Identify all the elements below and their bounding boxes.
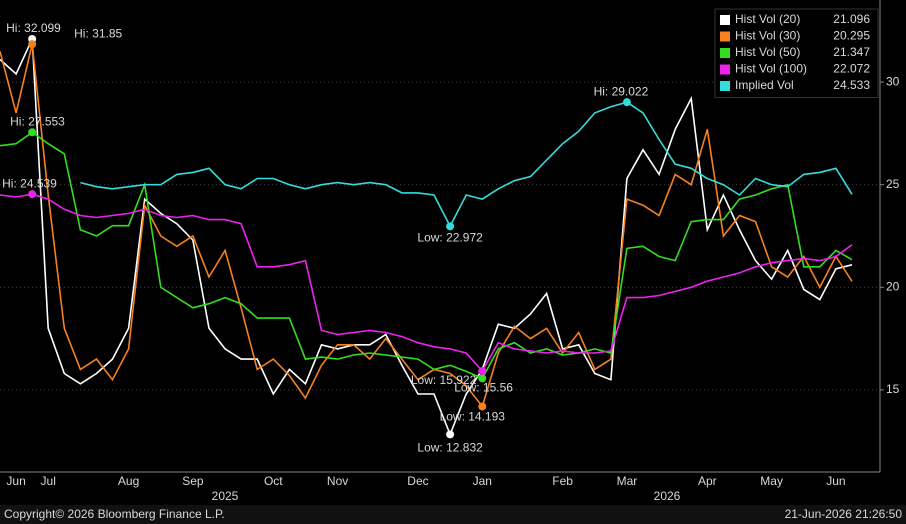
annotation-marker (28, 190, 37, 199)
annotation-label: Hi: 24.539 (2, 176, 57, 190)
x-tick-label: Apr (698, 474, 717, 488)
legend-box (714, 8, 879, 98)
footer-right: 21-Jun-2026 21:26:50 (785, 507, 903, 521)
legend-label: Implied Vol (735, 78, 794, 92)
legend-value: 24.533 (833, 78, 870, 92)
series-line (0, 43, 853, 409)
legend-label: Hist Vol (100) (735, 62, 807, 76)
series-line (0, 38, 853, 437)
series-line (0, 131, 853, 380)
legend-swatch (720, 15, 730, 25)
annotation-label: Low: 22.972 (417, 230, 483, 244)
legend-swatch (720, 81, 730, 91)
x-tick-label: Mar (617, 474, 638, 488)
legend-label: Hist Vol (20) (735, 12, 800, 26)
annotation-marker (446, 430, 455, 439)
annotation-marker (478, 374, 487, 383)
x-tick-label: Jun (6, 474, 25, 488)
annotation-marker (478, 402, 487, 411)
annotation-label: Hi: 31.85 (74, 26, 122, 40)
x-tick-label: Oct (264, 474, 283, 488)
legend-swatch (720, 31, 730, 42)
annotation-label: Hi: 29.022 (594, 84, 649, 98)
y-tick-label: 20 (886, 279, 900, 293)
series-line (80, 101, 853, 229)
x-tick-label: Jun (826, 474, 845, 488)
legend-swatch (720, 64, 730, 75)
x-group-label: 2026 (654, 489, 681, 503)
footer-bar (0, 505, 906, 524)
x-tick-label: Jul (41, 474, 56, 488)
legend-value: 20.295 (833, 29, 870, 43)
annotation-marker (478, 366, 487, 375)
legend-value: 22.072 (833, 62, 870, 76)
legend-value: 21.096 (833, 12, 870, 26)
annotation-label: Low: 12.832 (417, 441, 483, 455)
annotation-marker (28, 128, 37, 137)
x-tick-label: Nov (327, 474, 348, 488)
legend-value: 21.347 (833, 45, 870, 59)
y-tick-label: 25 (886, 177, 900, 191)
annotation-label: Hi: 27.553 (10, 114, 65, 128)
series-line (0, 193, 853, 373)
annotation-label: Hi: 32.099 (6, 21, 61, 35)
annotation-marker (28, 40, 37, 49)
annotation-marker (446, 222, 455, 231)
x-tick-label: Jan (473, 474, 492, 488)
legend-label: Hist Vol (30) (735, 29, 800, 43)
y-tick-label: 30 (886, 74, 900, 88)
x-tick-label: Sep (182, 474, 204, 488)
annotation-label: Low: 15.922 (411, 373, 477, 387)
legend-swatch (720, 48, 730, 58)
x-tick-label: Dec (407, 474, 428, 488)
annotation-label: Low: 14.193 (440, 410, 506, 424)
x-tick-label: May (760, 474, 783, 488)
x-tick-label: Aug (118, 474, 139, 488)
legend-label: Hist Vol (50) (735, 45, 800, 59)
x-group-label: 2025 (212, 489, 239, 503)
annotation-label: Low: 15.56 (454, 381, 513, 395)
x-tick-label: Feb (552, 474, 573, 488)
y-tick-label: 15 (886, 382, 900, 396)
footer-left: Copyright© 2026 Bloomberg Finance L.P. (4, 507, 225, 521)
annotation-marker (622, 98, 631, 107)
